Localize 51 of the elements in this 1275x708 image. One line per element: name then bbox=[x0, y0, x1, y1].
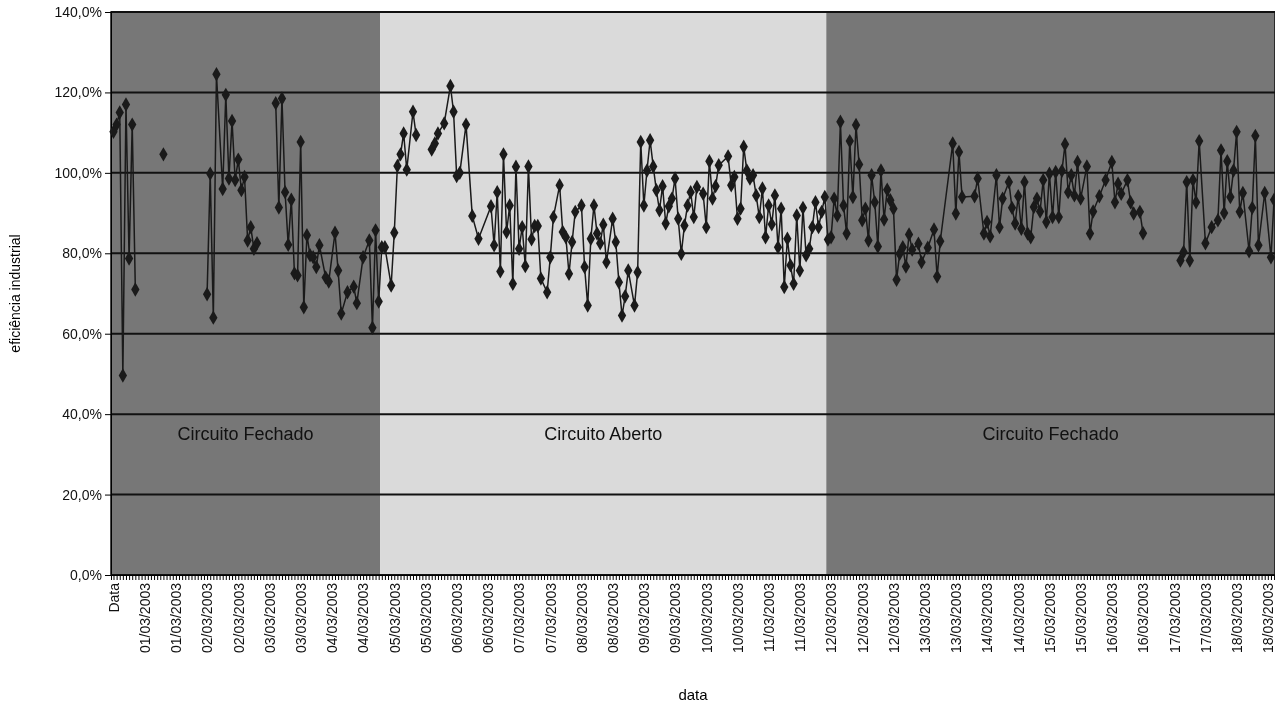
y-tick-label: 120,0% bbox=[54, 84, 102, 101]
x-tick-label: 18/03/2003 bbox=[1229, 582, 1246, 654]
x-tick-label: 11/03/2003 bbox=[792, 582, 809, 653]
y-tick-label: 0,0% bbox=[70, 566, 102, 583]
x-tick-label: 12/03/2003 bbox=[823, 582, 840, 654]
x-tick-label: 13/03/2003 bbox=[917, 582, 934, 654]
x-tick-label: 12/03/2003 bbox=[885, 582, 902, 654]
x-tick-label: 04/03/2003 bbox=[355, 582, 372, 654]
x-tick-label: 08/03/2003 bbox=[573, 582, 590, 654]
x-tick-label: Data bbox=[105, 582, 122, 613]
x-tick-label: 04/03/2003 bbox=[324, 582, 341, 654]
x-tick-label: 14/03/2003 bbox=[979, 582, 996, 654]
x-tick-label: 06/03/2003 bbox=[480, 582, 497, 654]
x-tick-label: 07/03/2003 bbox=[542, 582, 559, 654]
x-tick-label: 05/03/2003 bbox=[417, 582, 434, 654]
x-tick-label: 16/03/2003 bbox=[1135, 582, 1152, 654]
y-tick-label: 40,0% bbox=[62, 406, 102, 423]
x-tick-label: 10/03/2003 bbox=[729, 582, 746, 654]
x-tick-label: 02/03/2003 bbox=[199, 582, 216, 654]
x-tick-label: 03/03/2003 bbox=[261, 582, 278, 654]
annotation: Circuito Aberto bbox=[544, 423, 663, 444]
x-tick-label: 17/03/2003 bbox=[1197, 582, 1214, 654]
x-tick-label: 09/03/2003 bbox=[636, 582, 653, 654]
x-tick-label: 11/03/2003 bbox=[761, 582, 778, 653]
x-tick-label: 01/03/2003 bbox=[137, 582, 154, 654]
x-tick-label: 01/03/2003 bbox=[168, 582, 185, 654]
x-tick-label: 16/03/2003 bbox=[1104, 582, 1121, 654]
x-tick-label: 13/03/2003 bbox=[948, 582, 965, 654]
x-tick-label: 09/03/2003 bbox=[667, 582, 684, 654]
x-tick-label: 02/03/2003 bbox=[230, 582, 247, 654]
x-tick-label: 10/03/2003 bbox=[698, 582, 715, 654]
x-tick-label: 07/03/2003 bbox=[511, 582, 528, 654]
y-tick-label: 60,0% bbox=[62, 325, 102, 342]
y-tick-label: 100,0% bbox=[54, 164, 102, 181]
x-tick-label: 08/03/2003 bbox=[605, 582, 622, 654]
x-tick-label: 15/03/2003 bbox=[1073, 582, 1090, 654]
x-tick-label: 06/03/2003 bbox=[449, 582, 466, 654]
annotation: Circuito Fechado bbox=[177, 423, 314, 444]
x-tick-label: 17/03/2003 bbox=[1166, 582, 1183, 654]
y-tick-label: 80,0% bbox=[62, 245, 102, 262]
annotation: Circuito Fechado bbox=[982, 423, 1119, 444]
x-tick-label: 12/03/2003 bbox=[854, 582, 871, 654]
y-tick-label: 140,0% bbox=[54, 3, 102, 20]
x-tick-label: 14/03/2003 bbox=[1010, 582, 1027, 654]
y-tick-label: 20,0% bbox=[62, 486, 102, 503]
y-axis-title: eficiência industrial bbox=[7, 234, 23, 353]
x-tick-label: 15/03/2003 bbox=[1041, 582, 1058, 654]
x-axis-title: data bbox=[678, 686, 709, 703]
x-tick-label: 18/03/2003 bbox=[1260, 582, 1275, 654]
x-tick-label: 03/03/2003 bbox=[293, 582, 310, 654]
x-tick-label: 05/03/2003 bbox=[386, 582, 403, 654]
